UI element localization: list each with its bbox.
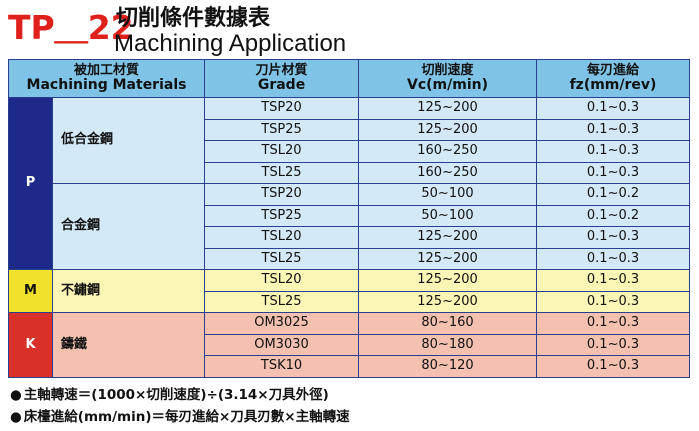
fz-cell: 0.1~0.3	[536, 161, 691, 184]
table-row: TSL20 125~200 0.1~0.3	[9, 226, 691, 249]
table-row: TSP25 125~200 0.1~0.3	[9, 118, 691, 141]
category-k: K	[8, 312, 53, 378]
grade-cell: TSL20	[204, 269, 360, 292]
material-cast-iron: 鑄鐵	[51, 312, 206, 378]
note-table-feed: 床檯進給(mm/min)＝每刃進給×刀具刃數×主軸轉速	[10, 406, 350, 428]
catalog-code: TP＿22	[8, 8, 134, 47]
vc-cell: 50~100	[358, 204, 538, 227]
vc-cell: 125~200	[358, 226, 538, 249]
header-feed-per-tooth: 每刃進給 fz(mm/rev)	[536, 59, 691, 98]
grade-cell: TSP25	[204, 118, 360, 141]
grade-cell: TSL20	[204, 226, 360, 249]
fz-cell: 0.1~0.3	[536, 118, 691, 141]
table-row: M 不鏽鋼 TSL20 125~200 0.1~0.3	[8, 269, 691, 313]
fz-cell: 0.1~0.3	[536, 247, 691, 270]
vc-cell: 80~160	[358, 312, 538, 335]
fz-cell: 0.1~0.3	[536, 269, 691, 292]
vc-cell: 160~250	[358, 161, 538, 184]
fz-cell: 0.1~0.3	[536, 226, 691, 249]
header-cutting-speed: 切削速度 Vc(m/min)	[358, 59, 538, 98]
table-row: 合金鋼 TSP20 50~100 0.1~0.2	[9, 183, 691, 270]
grade-cell: TSP25	[204, 204, 360, 227]
vc-cell: 80~180	[358, 333, 538, 356]
table-row: TSP25 50~100 0.1~0.2	[9, 204, 691, 227]
vc-cell: 125~200	[358, 290, 538, 313]
grade-cell: TSL25	[204, 247, 360, 270]
note-spindle-speed: 主軸轉速＝(1000×切削速度)÷(3.14×刀具外徑)	[10, 384, 350, 406]
vc-cell: 80~120	[358, 355, 538, 378]
table-row: TSL25 160~250 0.1~0.3	[9, 161, 691, 184]
grade-cell: TSP20	[204, 97, 360, 120]
fz-cell: 0.1~0.3	[536, 97, 691, 120]
category-m: M	[8, 269, 53, 313]
table-header-row: 被加工材質 Machining Materials 刀片材質 Grade 切削速…	[7, 59, 691, 98]
material-stainless-steel: 不鏽鋼	[51, 269, 206, 313]
header-grade: 刀片材質 Grade	[204, 59, 360, 98]
vc-cell: 160~250	[358, 140, 538, 163]
machining-table: 被加工材質 Machining Materials 刀片材質 Grade 切削速…	[7, 59, 691, 378]
grade-cell: TSL20	[204, 140, 360, 163]
grade-cell: OM3025	[204, 312, 360, 335]
grade-cell: TSL25	[204, 161, 360, 184]
formula-notes: 主軸轉速＝(1000×切削速度)÷(3.14×刀具外徑) 床檯進給(mm/min…	[10, 384, 350, 428]
title-chinese: 切削條件數據表	[116, 6, 271, 31]
grade-cell: TSK10	[204, 355, 360, 378]
table-row: TSL25 125~200 0.1~0.3	[9, 247, 691, 270]
title-english: Machining Application	[114, 30, 347, 57]
fz-cell: 0.1~0.3	[536, 290, 691, 313]
vc-cell: 125~200	[358, 247, 538, 270]
table-row: P 低合金鋼 TSP20 125~200 0.1~0.3	[8, 97, 691, 270]
fz-cell: 0.1~0.3	[536, 312, 691, 335]
table-row: K 鑄鐵 OM3025 80~160 0.1~0.3	[8, 312, 691, 378]
fz-cell: 0.1~0.3	[536, 140, 691, 163]
header-materials: 被加工材質 Machining Materials	[7, 59, 206, 98]
fz-cell: 0.1~0.2	[536, 183, 691, 206]
table-row: TSK10 80~120 0.1~0.3	[9, 355, 691, 378]
fz-cell: 0.1~0.3	[536, 355, 691, 378]
vc-cell: 125~200	[358, 97, 538, 120]
material-alloy-steel: 合金鋼	[51, 183, 206, 270]
grade-cell: OM3030	[204, 333, 360, 356]
fz-cell: 0.1~0.2	[536, 204, 691, 227]
page-header: TP＿22 切削條件數據表 Machining Application	[6, 4, 696, 57]
fz-cell: 0.1~0.3	[536, 333, 691, 356]
material-low-alloy-steel: 低合金鋼	[51, 97, 206, 184]
vc-cell: 125~200	[358, 269, 538, 292]
grade-cell: TSL25	[204, 290, 360, 313]
category-p: P	[8, 97, 53, 270]
grade-cell: TSP20	[204, 183, 360, 206]
vc-cell: 125~200	[358, 118, 538, 141]
vc-cell: 50~100	[358, 183, 538, 206]
